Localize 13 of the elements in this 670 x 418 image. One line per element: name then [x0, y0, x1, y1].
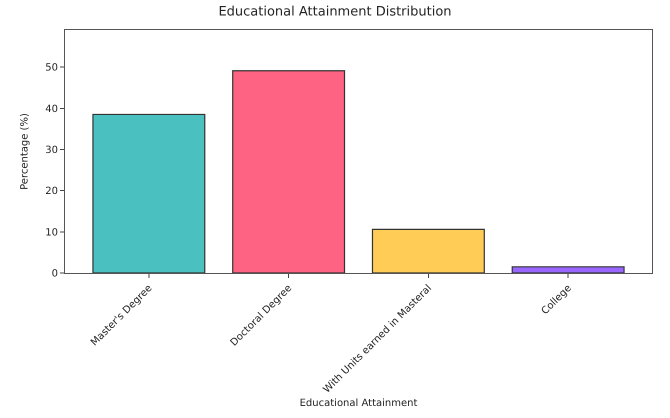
- bar: [232, 70, 346, 273]
- y-axis-title: Percentage (%): [19, 113, 30, 190]
- x-axis-title: Educational Attainment: [300, 398, 418, 409]
- y-tick-label: 0: [52, 268, 58, 280]
- bar: [512, 266, 625, 273]
- bar: [92, 114, 206, 273]
- chart-title: Educational Attainment Distribution: [218, 4, 452, 20]
- y-tick-label: 20: [45, 186, 58, 198]
- y-tick-label: 50: [45, 62, 58, 74]
- y-tick-label: 10: [45, 227, 58, 238]
- bar: [372, 228, 485, 273]
- y-tick-label: 30: [45, 144, 58, 156]
- y-tick-label: 40: [45, 104, 58, 115]
